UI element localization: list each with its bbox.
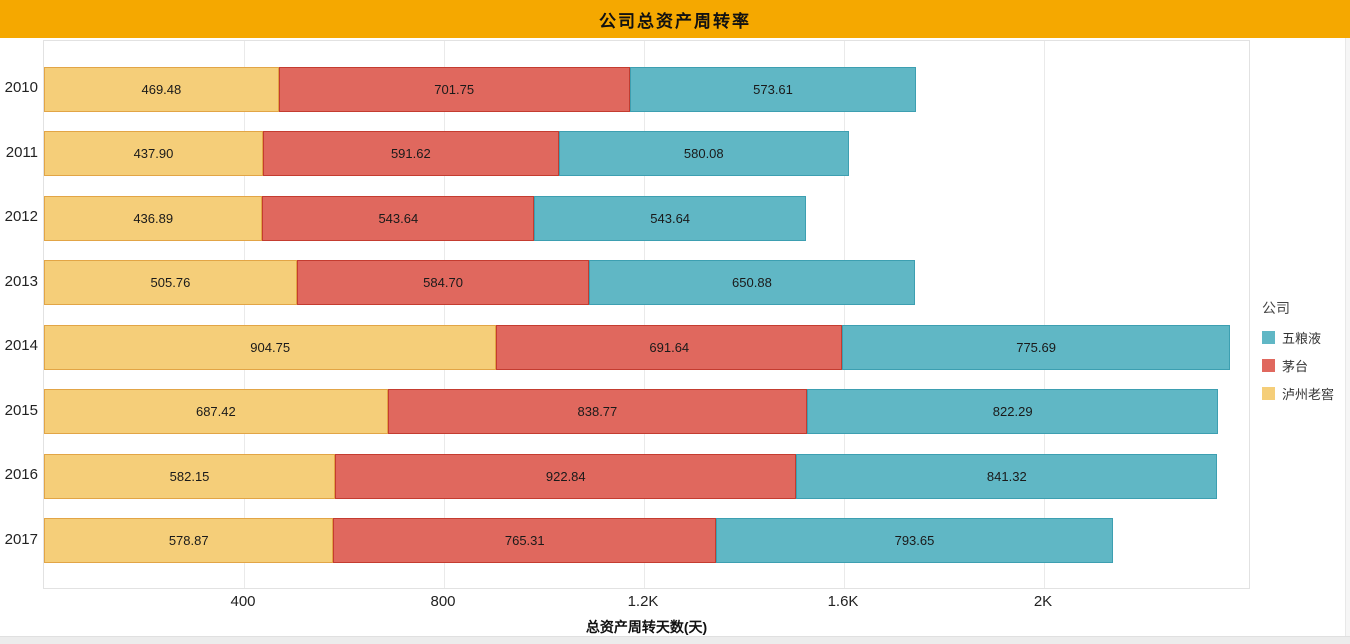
bar-segment-五粮液-2014[interactable]: 775.69 [842,324,1231,370]
y-axis-label-2015: 2015 [4,401,38,419]
legend-item-五粮液[interactable]: 五粮液 [1262,328,1348,347]
x-tick-label-2K: 2K [1033,593,1053,610]
bar-segment-茅台-2012[interactable]: 543.64 [262,195,535,241]
bar-value-label: 543.64 [650,210,691,226]
bar-value-label: 469.48 [141,81,182,97]
y-axis-label-2016: 2016 [4,466,38,483]
x-axis-title: 总资产周转天数(天) [585,619,708,635]
bar-value-label: 691.64 [649,339,690,355]
x-tick-label-1.6K: 1.6K [827,593,859,610]
x-tick-label-800: 800 [430,593,456,610]
bar-segment-泸州老窖-2014[interactable]: 904.75 [44,324,497,370]
y-axis-label-2014: 2014 [4,337,38,354]
vertical-scrollbar[interactable] [1345,38,1350,636]
chart-title: 公司总资产周转率 [599,11,751,32]
x-tick-label-400: 400 [230,593,256,610]
legend-item-茅台[interactable]: 茅台 [1262,356,1348,375]
bar-value-label: 793.65 [894,533,935,548]
bar-segment-五粮液-2010[interactable]: 573.61 [629,66,917,112]
bar-value-label: 584.70 [423,275,463,290]
bar-value-label: 701.75 [434,81,475,97]
bar-segment-茅台-2010[interactable]: 701.75 [278,66,630,112]
legend-item-label: 泸州老窖 [1282,387,1335,402]
bar-segment-茅台-2014[interactable]: 691.64 [496,324,843,370]
bar-segment-五粮液-2013[interactable]: 650.88 [589,260,915,305]
gridline-2K [1044,41,1045,588]
title-banner: 公司总资产周转率 [0,0,1350,38]
legend: 公司 五粮液茅台泸州老窖 [1262,298,1348,412]
bar-value-label: 573.61 [753,81,793,97]
legend-swatch-icon [1262,331,1275,344]
bar-value-label: 687.42 [195,404,236,419]
legend-title: 公司 [1262,300,1290,316]
bar-value-label: 765.31 [504,533,545,548]
legend-swatch-icon [1262,387,1275,400]
bar-value-label: 922.84 [545,468,586,484]
gridline-800 [444,41,445,588]
legend-item-label: 五粮液 [1282,331,1322,346]
gridline-1.2K [644,41,645,588]
bar-segment-泸州老窖-2011[interactable]: 437.90 [44,131,263,176]
bar-value-label: 904.75 [250,339,291,355]
bar-segment-泸州老窖-2015[interactable]: 687.42 [44,389,388,434]
bar-value-label: 578.87 [168,533,209,548]
bar-segment-茅台-2016[interactable]: 922.84 [335,453,797,499]
bar-segment-泸州老窖-2013[interactable]: 505.76 [44,260,297,305]
bar-value-label: 543.64 [378,210,419,226]
bar-value-label: 582.15 [169,468,210,484]
bar-value-label: 505.76 [150,275,191,290]
y-axis-label-2011: 2011 [5,143,38,161]
bar-value-label: 838.77 [577,404,618,419]
bar-segment-茅台-2013[interactable]: 584.70 [296,260,590,305]
bar-value-label: 650.88 [732,275,772,290]
bar-segment-泸州老窖-2016[interactable]: 582.15 [44,453,336,499]
y-axis-label-2017: 2017 [4,530,38,548]
horizontal-scrollbar[interactable] [0,636,1350,644]
bar-segment-茅台-2011[interactable]: 591.62 [262,131,559,176]
bar-value-label: 841.32 [986,468,1027,484]
y-axis-label-2010: 2010 [4,79,38,96]
bar-value-label: 775.69 [1016,339,1056,355]
y-axis-label-2012: 2012 [4,208,38,225]
bar-segment-五粮液-2012[interactable]: 543.64 [534,195,807,241]
bar-value-label: 580.08 [683,146,724,161]
y-axis-label-2013: 2013 [4,272,38,290]
gridline-1.6K [844,41,845,588]
legend-item-泸州老窖[interactable]: 泸州老窖 [1262,384,1348,403]
gridline-400 [244,41,245,588]
bar-segment-茅台-2017[interactable]: 765.31 [333,518,717,563]
bar-segment-泸州老窖-2010[interactable]: 469.48 [44,66,279,112]
bar-segment-茅台-2015[interactable]: 838.77 [387,389,808,434]
plot-area: 469.48 701.75 573.61 437.90 591.62 580.08 436.… [43,40,1250,589]
bar-segment-五粮液-2015[interactable]: 822.29 [807,389,1219,434]
legend-item-label: 茅台 [1282,359,1309,374]
bar-value-label: 436.89 [133,210,174,226]
bar-value-label: 591.62 [390,146,431,161]
bar-segment-泸州老窖-2012[interactable]: 436.89 [44,195,263,241]
bar-segment-五粮液-2016[interactable]: 841.32 [796,453,1218,499]
legend-items: 五粮液 茅台 泸州老窖 [1262,328,1348,403]
bar-segment-五粮液-2017[interactable]: 793.65 [716,518,1113,563]
bar-value-label: 822.29 [992,404,1033,419]
x-tick-label-1.2K: 1.2K [627,593,659,610]
legend-swatch-icon [1262,359,1275,372]
bar-segment-五粮液-2011[interactable]: 580.08 [558,131,849,176]
bar-segment-泸州老窖-2017[interactable]: 578.87 [44,518,334,563]
bar-value-label: 437.90 [133,146,174,161]
